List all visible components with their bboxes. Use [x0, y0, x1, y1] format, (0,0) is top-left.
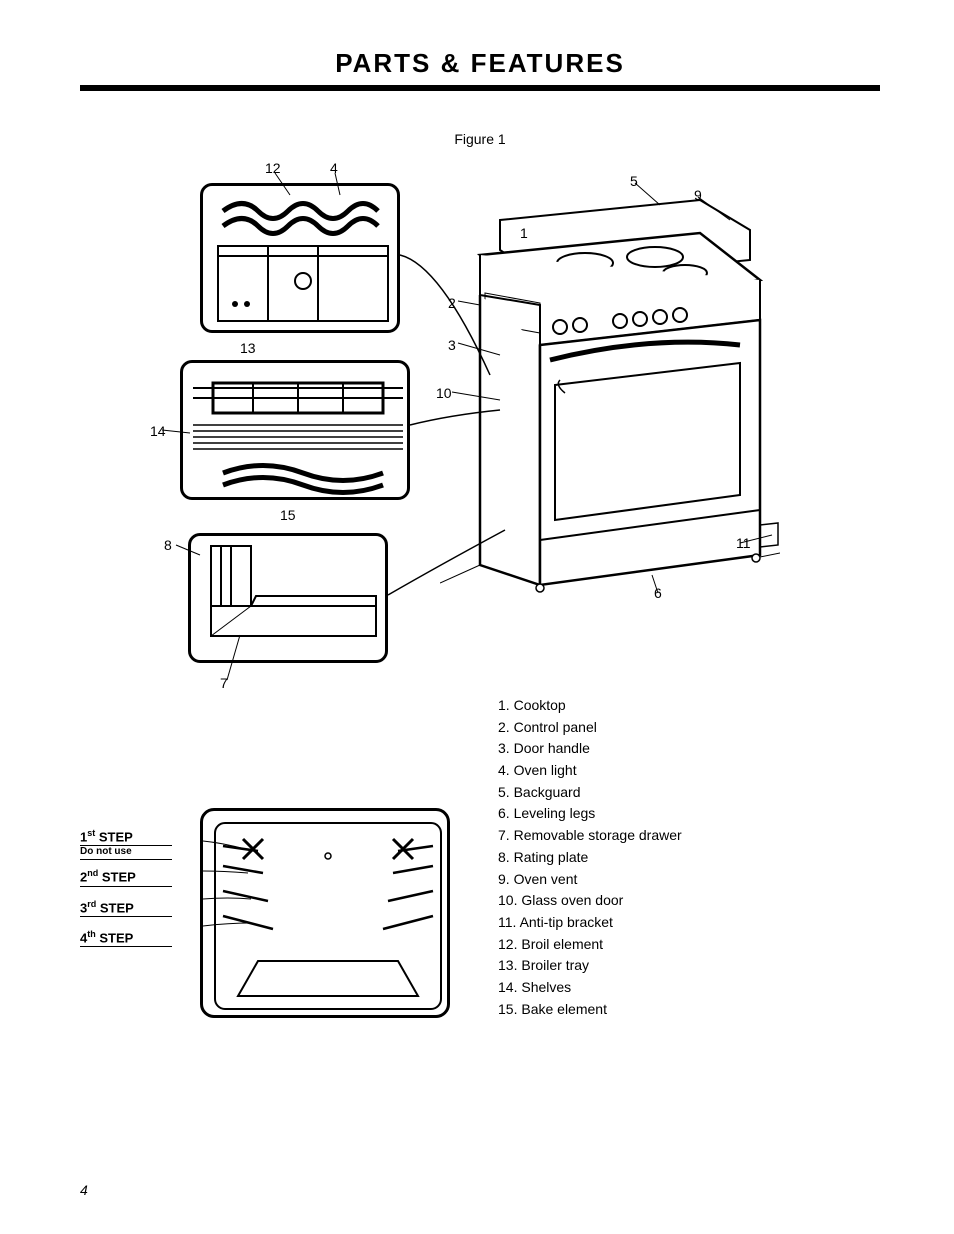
- shelves-illustration: [183, 363, 413, 503]
- step-3: 3rd STEP: [80, 897, 172, 917]
- parts-item: 7. Removable storage drawer: [498, 825, 682, 847]
- callout-9: 9: [694, 187, 702, 203]
- detail-panel-shelves: [180, 360, 410, 500]
- step-2: 2nd STEP: [80, 866, 172, 886]
- figure-caption: Figure 1: [80, 131, 880, 147]
- callout-10: 10: [436, 385, 452, 401]
- callout-11: 11: [736, 535, 751, 551]
- parts-item: 12. Broil element: [498, 934, 682, 956]
- callout-2: 2: [448, 295, 456, 311]
- callout-15: 15: [280, 507, 296, 523]
- page-number: 4: [80, 1182, 88, 1198]
- parts-item: 1. Cooktop: [498, 695, 682, 717]
- step-4: 4th STEP: [80, 927, 172, 947]
- title-rule: [80, 85, 880, 91]
- callout-13: 13: [240, 340, 256, 356]
- parts-item: 9. Oven vent: [498, 869, 682, 891]
- parts-item: 8. Rating plate: [498, 847, 682, 869]
- parts-item: 10. Glass oven door: [498, 890, 682, 912]
- page-title: PARTS & FEATURES: [80, 48, 880, 85]
- callout-1: 1: [520, 225, 528, 241]
- drawer-illustration: [191, 536, 391, 666]
- parts-item: 6. Leveling legs: [498, 803, 682, 825]
- stove-illustration: [440, 185, 780, 605]
- callout-7: 7: [220, 675, 228, 691]
- broil-illustration: [203, 186, 403, 336]
- rack-steps-block: 1st STEP Do not use 2nd STEP 3rd STEP 4t…: [80, 808, 450, 1028]
- parts-item: 15. Bake element: [498, 999, 682, 1021]
- callout-12: 12: [265, 160, 281, 176]
- parts-item: 3. Door handle: [498, 738, 682, 760]
- callout-4: 4: [330, 160, 338, 176]
- parts-item: 4. Oven light: [498, 760, 682, 782]
- step-1-note: Do not use: [80, 846, 172, 860]
- main-diagram: 12 4 13 14: [80, 165, 880, 705]
- callout-6: 6: [654, 585, 662, 601]
- rack-panel: [200, 808, 450, 1018]
- step-1: 1st STEP: [80, 826, 172, 846]
- callout-5: 5: [630, 173, 638, 189]
- detail-panel-broil: [200, 183, 400, 333]
- rack-illustration: [203, 811, 453, 1021]
- parts-item: 13. Broiler tray: [498, 955, 682, 977]
- parts-item: 5. Backguard: [498, 782, 682, 804]
- parts-list: 1. Cooktop 2. Control panel 3. Door hand…: [498, 695, 682, 1020]
- callout-3: 3: [448, 337, 456, 353]
- detail-panel-drawer: [188, 533, 388, 663]
- callout-8: 8: [164, 537, 172, 553]
- parts-item: 11. Anti-tip bracket: [498, 912, 682, 934]
- parts-item: 14. Shelves: [498, 977, 682, 999]
- parts-item: 2. Control panel: [498, 717, 682, 739]
- callout-14: 14: [150, 423, 166, 439]
- step-labels: 1st STEP Do not use 2nd STEP 3rd STEP 4t…: [80, 826, 172, 947]
